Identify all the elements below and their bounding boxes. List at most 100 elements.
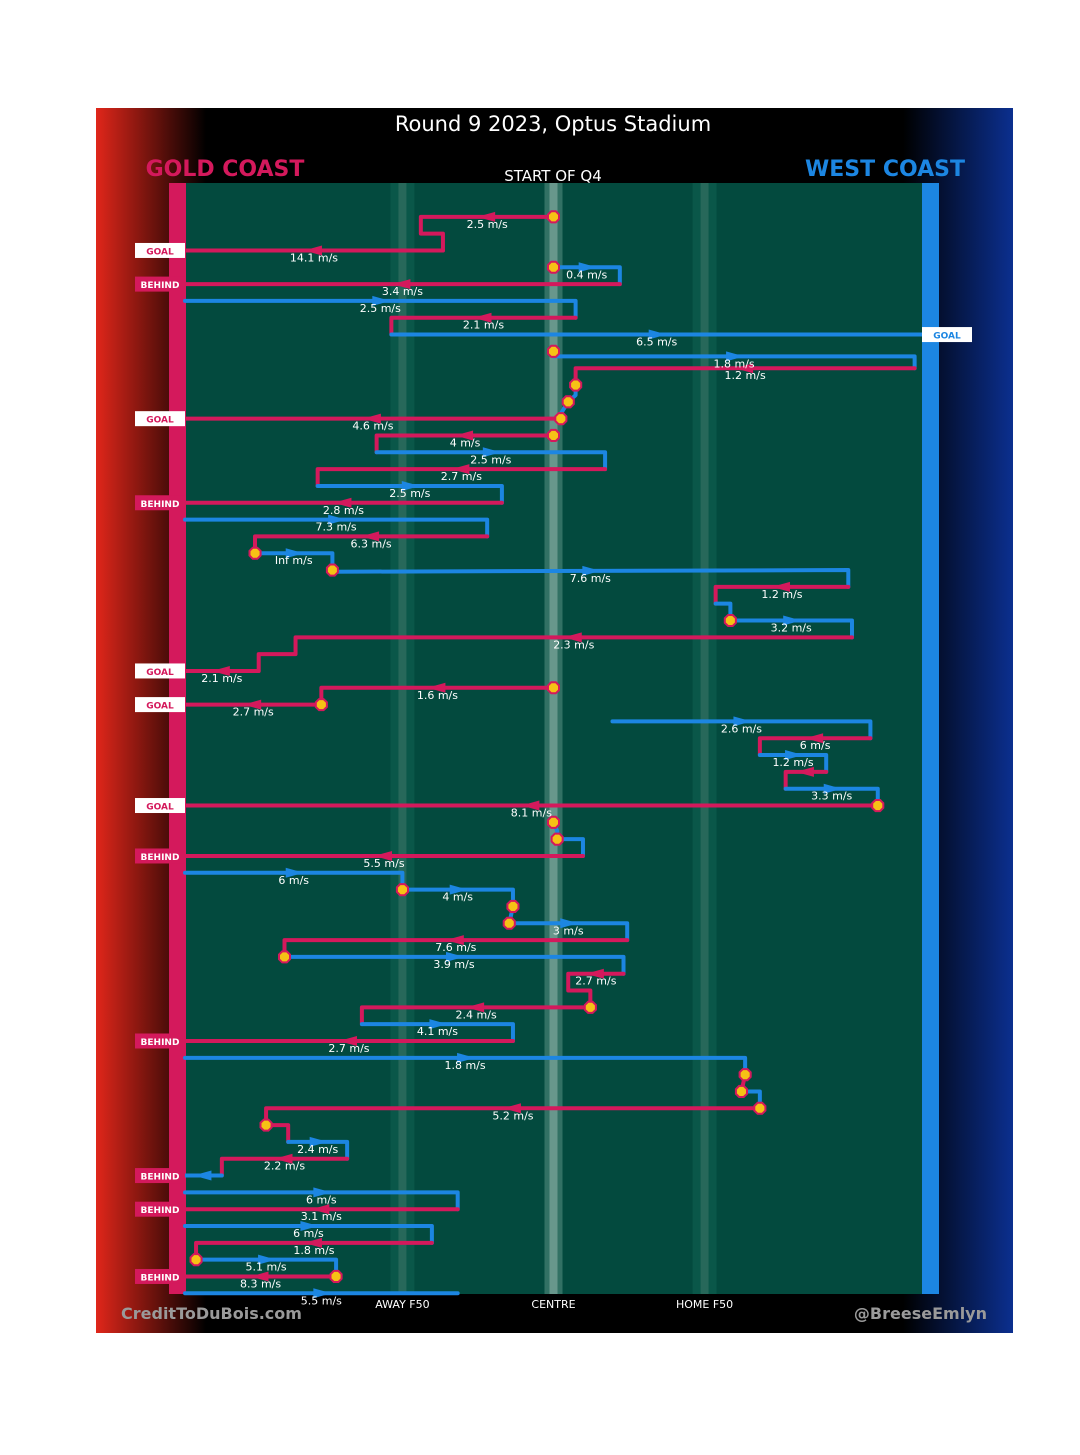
speed-label-35: 5.5 m/s [363,857,404,870]
speed-label-7: 1.8 m/s [713,357,754,370]
chain-arrow-28 [805,733,824,744]
result-label-45: BEHIND [141,1038,180,1048]
chain-29 [757,753,829,774]
chain-arrow-14 [401,480,420,491]
speed-label-57: 1.8 m/s [293,1244,334,1257]
chain-arrow-55 [311,1204,330,1215]
speed-label-31: 3.3 m/s [811,790,852,803]
chain-14 [315,483,504,505]
speed-label-13: 2.7 m/s [441,470,482,483]
speed-label-26: 2.7 m/s [233,706,274,719]
poster: 2.5 m/s 14.1 m/s GOAL 0.4 m/s 3.4 m/s BEHIND 2… [96,108,1013,1333]
chain-51 [286,1139,350,1161]
turnover-marker-4 [561,395,575,409]
result-badge-35 [135,848,185,864]
chain-arrow-26 [243,699,262,710]
away-team-name: WEST COAST [805,157,965,182]
turnover-marker-5 [554,412,568,426]
speed-label-1: 14.1 m/s [290,251,338,264]
turnover-marker-25 [329,1269,343,1283]
turnover-marker-17 [502,916,516,930]
speed-label-42: 2.7 m/s [575,975,616,988]
result-badge-10 [135,411,185,427]
result-badge-26 [135,697,185,713]
result-label-15: BEHIND [141,500,180,510]
field-line-0 [398,183,407,1294]
chain-arrow-16 [328,514,347,525]
chain-12 [374,450,608,472]
chain-52 [219,1156,350,1178]
result-badge-15 [135,495,185,511]
chain-arrow-15 [333,497,352,508]
speed-label-40: 7.6 m/s [435,941,476,954]
chain-4 [183,298,578,320]
chain-arrow-39 [560,918,579,929]
result-badge-24 [135,663,185,679]
chain-arrow-31 [823,783,842,794]
chain-arrow-37 [449,884,468,895]
turnover-marker-18 [278,950,291,964]
chain-arrow-30 [795,766,814,777]
speed-label-58: 5.1 m/s [245,1261,286,1274]
chain-54 [183,1190,460,1212]
turnover-marker-6 [547,428,560,442]
speed-label-44: 4.1 m/s [417,1025,458,1038]
speed-label-45: 2.7 m/s [328,1042,369,1055]
chain-23 [256,635,854,673]
speed-label-51: 2.4 m/s [297,1143,338,1156]
speed-label-10: 4.6 m/s [352,420,393,433]
speed-label-36: 6 m/s [278,874,309,887]
x-tick-label-1: CENTRE [531,1298,575,1311]
chain-arrow-12 [482,447,501,458]
speed-label-6: 6.5 m/s [636,336,677,349]
turnover-marker-19 [583,1000,597,1014]
turnover-marker-14 [550,832,564,846]
chain-28 [757,736,873,758]
gold-coast-goal-post [169,183,186,1294]
speed-label-23: 2.3 m/s [553,638,594,651]
speed-label-2: 0.4 m/s [566,268,607,281]
footer-credit: CreditToDuBois.com [121,1304,302,1323]
turnover-marker-2 [547,344,560,358]
chain-arrow-4 [372,295,391,306]
x-axis-ticks: AWAY F50 CENTRE HOME F50 [375,1298,733,1311]
chain-arrow-7 [726,351,745,362]
speed-label-16: 7.3 m/s [316,521,357,534]
chain-arrow-52 [274,1153,293,1164]
chain-arrow-8 [735,363,754,374]
chain-arrow-57 [303,1237,322,1248]
chain-arrow-2 [578,262,597,273]
speed-label-27: 2.6 m/s [721,722,762,735]
chain-43 [359,1005,593,1027]
speed-label-4: 2.5 m/s [360,302,401,315]
turnover-marker-12 [871,799,885,813]
speed-label-22: 3.2 m/s [771,622,812,635]
chain-arrow-18 [285,548,304,559]
chain-arrow-42 [585,968,604,979]
chain-arrow-54 [313,1187,332,1198]
result-label-59: BEHIND [141,1273,180,1283]
chain-27 [610,719,873,741]
result-label-32: GOAL [146,803,174,813]
result-label-10: GOAL [146,416,174,426]
field-line-1 [549,183,558,1294]
turnover-marker-16 [506,899,520,913]
speed-label-15: 2.8 m/s [323,504,364,517]
west-coast-goal-post [922,183,939,1294]
x-tick-label-0: AWAY F50 [375,1298,429,1311]
chart-title: Round 9 2023, Optus Stadium [395,112,711,136]
turnover-marker-11 [314,698,328,712]
speed-label-55: 3.1 m/s [301,1210,342,1223]
turnover-marker-13 [547,815,560,829]
result-badge-55 [135,1201,185,1217]
result-badge-59 [135,1268,185,1284]
chain-arrow-1 [303,245,322,256]
speed-label-20: 1.2 m/s [761,588,802,601]
field-line-2 [700,183,709,1294]
chain-arrow-43 [466,1002,485,1013]
result-label-55: BEHIND [141,1206,180,1216]
turnover-marker-23 [259,1118,273,1132]
chain-arrow-53 [193,1170,212,1181]
chain-arrow-20 [771,581,790,592]
chain-20 [713,584,851,606]
